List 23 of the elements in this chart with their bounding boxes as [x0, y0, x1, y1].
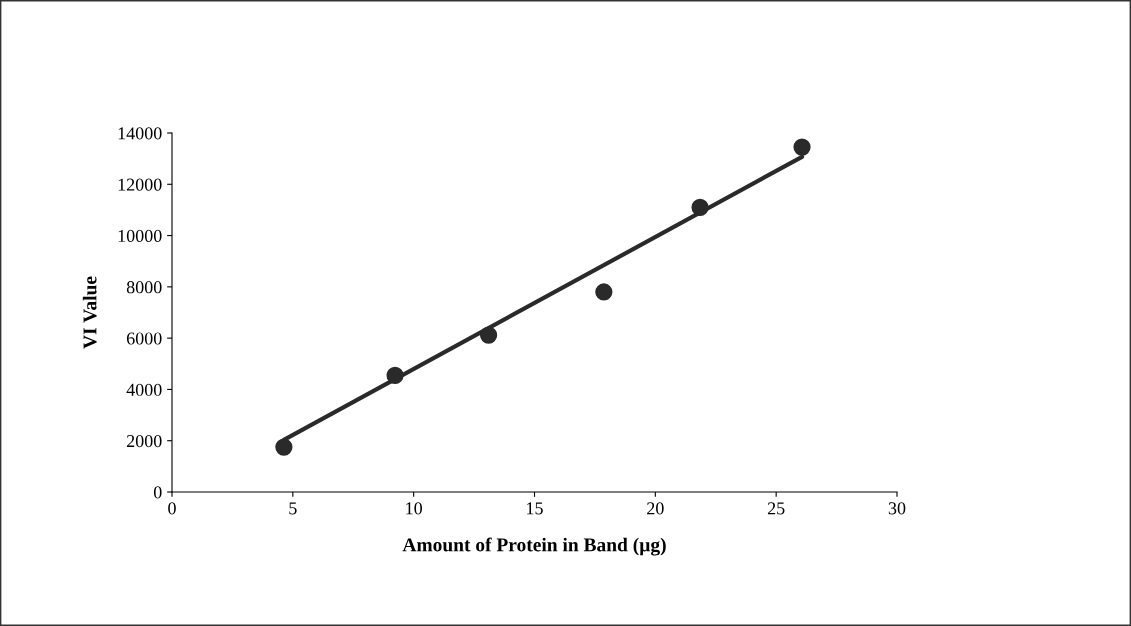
y-tick-label: 0 [153, 486, 162, 499]
x-tick-label: 15 [527, 502, 543, 515]
x-tick-label: 25 [767, 502, 785, 515]
x-axis-title: Amount of Protein in Band (µg) [402, 537, 666, 556]
point [691, 198, 709, 216]
y-tick-label: 12000 [118, 178, 162, 191]
x-tick-label: 30 [888, 502, 906, 515]
x-tick-label: 5 [289, 502, 297, 515]
y-tick-label: 14000 [118, 127, 162, 140]
y-tick-label: 4000 [126, 383, 162, 396]
point [479, 326, 498, 344]
x-tick-label: 10 [406, 502, 423, 515]
point [595, 283, 613, 301]
y-tick-label: 6000 [126, 332, 162, 345]
y-tick-label: 2000 [126, 434, 162, 448]
y-axis-title: VI Value [82, 276, 97, 349]
point [386, 366, 404, 384]
y-tick-label: 8000 [126, 281, 162, 294]
point [793, 138, 811, 156]
y-tick-label: 10000 [118, 229, 162, 243]
point [275, 438, 293, 456]
x-tick-label: 0 [168, 502, 176, 515]
x-tick-label: 20 [647, 502, 664, 515]
